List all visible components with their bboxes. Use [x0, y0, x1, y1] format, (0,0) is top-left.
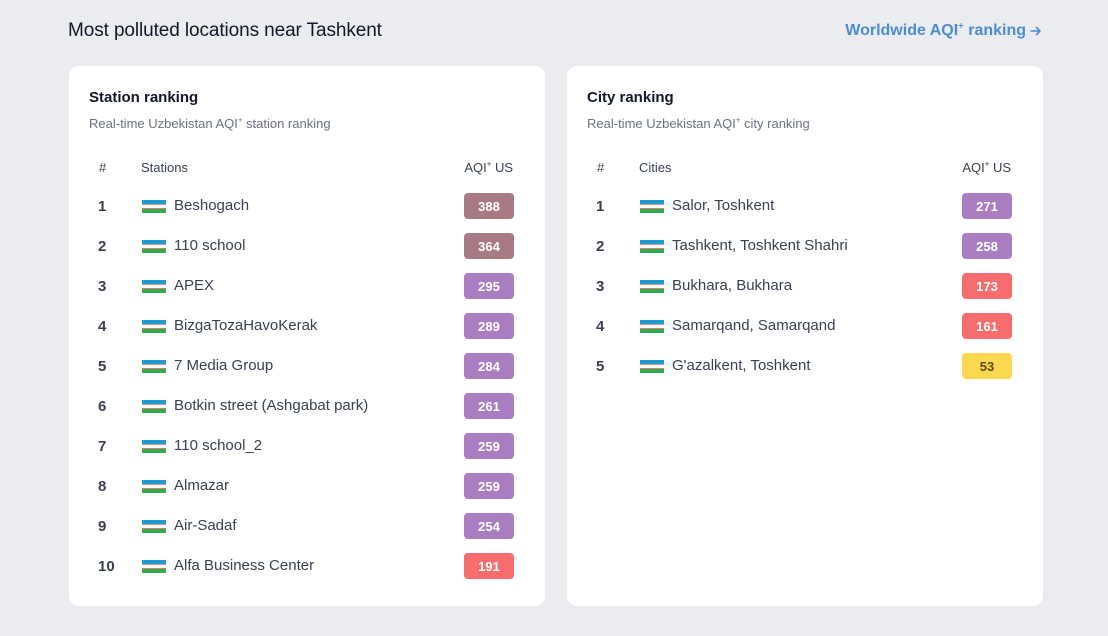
uzbekistan-flag-icon [142, 520, 166, 533]
column-header-rank: # [99, 160, 107, 175]
aqi-badge: 191 [464, 553, 514, 579]
aqi-badge: 284 [464, 353, 514, 379]
rank-number: 10 [98, 558, 115, 575]
aqi-badge: 254 [464, 513, 514, 539]
rank-number: 8 [98, 478, 107, 495]
aqi-badge: 259 [464, 473, 514, 499]
rank-number: 9 [98, 518, 107, 535]
uzbekistan-flag-icon [142, 560, 166, 573]
rank-number: 6 [98, 398, 107, 415]
ranking-row[interactable]: 4 Samarqand, Samarqand 161 [567, 306, 1043, 346]
uzbekistan-flag-icon [142, 480, 166, 493]
rank-number: 3 [98, 278, 107, 295]
ranking-row[interactable]: 4 BizgaTozaHavoKerak 289 [69, 306, 545, 346]
card-subtitle: Real-time Uzbekistan AQI+ city ranking [587, 115, 810, 131]
ranking-row[interactable]: 9 Air-Sadaf 254 [69, 506, 545, 546]
aqi-badge: 364 [464, 233, 514, 259]
rank-number: 3 [596, 278, 605, 295]
rank-number: 7 [98, 438, 107, 455]
location-name-link[interactable]: Tashkent, Toshkent Shahri [672, 237, 848, 254]
city-ranking-card: City ranking Real-time Uzbekistan AQI+ c… [567, 66, 1043, 606]
uzbekistan-flag-icon [142, 320, 166, 333]
ranking-row[interactable]: 10 Alfa Business Center 191 [69, 546, 545, 586]
location-name-link[interactable]: Samarqand, Samarqand [672, 317, 836, 334]
ranking-row[interactable]: 1 Beshogach 388 [69, 186, 545, 226]
column-header-aqi: AQI+ US [464, 159, 513, 175]
aqi-badge: 161 [962, 313, 1012, 339]
uzbekistan-flag-icon [640, 360, 664, 373]
location-name-link[interactable]: 7 Media Group [174, 357, 274, 374]
aqi-badge: 53 [962, 353, 1012, 379]
uzbekistan-flag-icon [640, 320, 664, 333]
aqi-badge: 258 [962, 233, 1012, 259]
card-subtitle: Real-time Uzbekistan AQI+ station rankin… [89, 115, 331, 131]
uzbekistan-flag-icon [142, 400, 166, 413]
uzbekistan-flag-icon [640, 280, 664, 293]
ranking-row[interactable]: 2 110 school 364 [69, 226, 545, 266]
location-name-link[interactable]: Almazar [174, 477, 230, 494]
location-name-link[interactable]: Salor, Toshkent [672, 197, 775, 214]
uzbekistan-flag-icon [142, 200, 166, 213]
city-list: 1 Salor, Toshkent 271 2 Tashkent, Toshkent S… [567, 186, 1043, 386]
card-title: Station ranking [89, 89, 199, 106]
station-ranking-card: Station ranking Real-time Uzbekistan AQI… [69, 66, 545, 606]
uzbekistan-flag-icon [142, 440, 166, 453]
location-name-link[interactable]: 110 school [174, 237, 246, 254]
uzbekistan-flag-icon [142, 240, 166, 253]
location-name-link[interactable]: G'azalkent, Toshkent [672, 357, 811, 374]
aqi-badge: 289 [464, 313, 514, 339]
worldwide-ranking-link[interactable]: Worldwide AQI+ ranking [845, 20, 1042, 40]
ranking-row[interactable]: 6 Botkin street (Ashgabat park) 261 [69, 386, 545, 426]
location-name-link[interactable]: Botkin street (Ashgabat park) [174, 397, 369, 414]
column-header-stations: Stations [141, 160, 188, 175]
rank-number: 4 [596, 318, 605, 335]
aqi-badge: 173 [962, 273, 1012, 299]
aqi-badge: 271 [962, 193, 1012, 219]
rank-number: 2 [98, 238, 107, 255]
location-name-link[interactable]: 110 school_2 [174, 437, 263, 454]
rank-number: 4 [98, 318, 107, 335]
uzbekistan-flag-icon [142, 360, 166, 373]
station-list: 1 Beshogach 388 2 110 school 364 3 APEX 295 4 Bizg… [69, 186, 545, 586]
uzbekistan-flag-icon [640, 200, 664, 213]
worldwide-ranking-link-label: Worldwide AQI+ ranking [845, 20, 1026, 39]
rank-number: 1 [98, 198, 107, 215]
rank-number: 1 [596, 198, 605, 215]
column-header-aqi: AQI+ US [962, 159, 1011, 175]
rank-number: 5 [98, 358, 107, 375]
uzbekistan-flag-icon [640, 240, 664, 253]
column-header-cities: Cities [639, 160, 672, 175]
ranking-row[interactable]: 3 APEX 295 [69, 266, 545, 306]
arrow-right-icon [1030, 26, 1041, 36]
location-name-link[interactable]: Beshogach [174, 197, 250, 214]
ranking-row[interactable]: 1 Salor, Toshkent 271 [567, 186, 1043, 226]
aqi-badge: 259 [464, 433, 514, 459]
uzbekistan-flag-icon [142, 280, 166, 293]
card-title: City ranking [587, 89, 674, 106]
ranking-row[interactable]: 5 G'azalkent, Toshkent 53 [567, 346, 1043, 386]
column-header-rank: # [597, 160, 605, 175]
location-name-link[interactable]: Bukhara, Bukhara [672, 277, 793, 294]
ranking-row[interactable]: 3 Bukhara, Bukhara 173 [567, 266, 1043, 306]
location-name-link[interactable]: Alfa Business Center [174, 557, 315, 574]
rank-number: 5 [596, 358, 605, 375]
location-name-link[interactable]: APEX [174, 277, 215, 294]
ranking-row[interactable]: 7 110 school_2 259 [69, 426, 545, 466]
aqi-badge: 261 [464, 393, 514, 419]
ranking-row[interactable]: 8 Almazar 259 [69, 466, 545, 506]
rank-number: 2 [596, 238, 605, 255]
page-title: Most polluted locations near Tashkent [68, 20, 382, 41]
aqi-badge: 388 [464, 193, 514, 219]
ranking-row[interactable]: 2 Tashkent, Toshkent Shahri 258 [567, 226, 1043, 266]
location-name-link[interactable]: Air-Sadaf [174, 517, 237, 534]
aqi-badge: 295 [464, 273, 514, 299]
location-name-link[interactable]: BizgaTozaHavoKerak [174, 317, 318, 334]
ranking-row[interactable]: 5 7 Media Group 284 [69, 346, 545, 386]
